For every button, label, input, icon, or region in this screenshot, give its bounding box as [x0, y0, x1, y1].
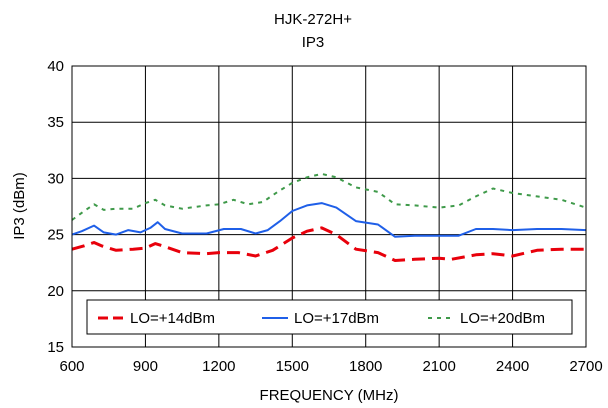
- series-line-3: [71, 172, 587, 221]
- x-tick-label: 1500: [276, 358, 309, 375]
- x-tick-labels: 600 900 1200 1500 1800 2100 2400 2700: [59, 358, 602, 375]
- legend-label-1: LO=+14dBm: [130, 310, 215, 327]
- chart-subtitle: IP3: [302, 34, 325, 51]
- legend-label-2: LO=+17dBm: [294, 310, 379, 327]
- chart-title: HJK-272H+: [274, 11, 352, 28]
- legend-box: [86, 299, 573, 335]
- y-tick-label: 35: [47, 114, 64, 131]
- y-axis-label: IP3 (dBm): [11, 172, 28, 240]
- y-tick-label: 40: [47, 58, 64, 75]
- y-tick-label: 25: [47, 227, 64, 244]
- x-tick-label: 2100: [422, 358, 455, 375]
- x-tick-label: 1800: [349, 358, 382, 375]
- x-axis-label: FREQUENCY (MHz): [260, 387, 399, 404]
- x-tick-label: 2400: [496, 358, 529, 375]
- series-line-1: [71, 226, 586, 262]
- legend-label-3: LO=+20dBm: [460, 310, 545, 327]
- series-line-2: [71, 202, 587, 238]
- plot-frame: [71, 65, 587, 348]
- x-tick-label: 600: [59, 358, 84, 375]
- y-tick-label: 20: [47, 283, 64, 300]
- legend: LO=+14dBm LO=+17dBm LO=+20dBm: [86, 299, 573, 335]
- x-tick-label: 1200: [202, 358, 235, 375]
- y-tick-label: 30: [47, 170, 64, 187]
- x-tick-label: 2700: [569, 358, 602, 375]
- series-lines: [71, 172, 587, 262]
- y-tick-label: 15: [47, 339, 64, 356]
- x-tick-label: 900: [133, 358, 158, 375]
- y-tick-labels: 15 20 25 30 35 40: [47, 58, 64, 356]
